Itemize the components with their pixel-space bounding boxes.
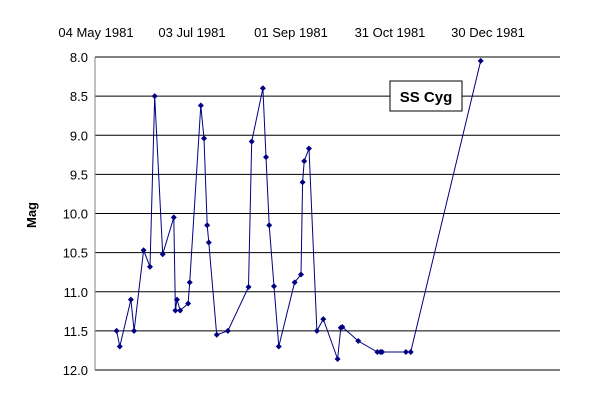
y-tick-label: 10.5 bbox=[63, 246, 88, 261]
data-point bbox=[173, 296, 180, 303]
data-point bbox=[402, 349, 409, 356]
data-point bbox=[263, 154, 270, 161]
y-tick-label: 11.0 bbox=[64, 285, 88, 300]
data-point bbox=[275, 343, 282, 350]
data-point bbox=[159, 251, 166, 258]
data-point bbox=[213, 331, 220, 338]
y-tick-label: 8.5 bbox=[70, 89, 88, 104]
data-point bbox=[355, 338, 362, 345]
data-point bbox=[259, 85, 266, 92]
data-point bbox=[185, 300, 192, 307]
y-axis-ticks: 8.0 8.5 9.0 9.5 10.0 10.5 11.0 11.5 12.0 bbox=[63, 50, 88, 378]
x-tick-label: 30 Dec 1981 bbox=[451, 25, 525, 40]
data-point bbox=[170, 214, 177, 221]
data-point bbox=[339, 323, 346, 330]
data-point bbox=[186, 279, 193, 286]
data-point bbox=[301, 158, 308, 165]
x-axis-ticks: 04 May 1981 03 Jul 1981 01 Sep 1981 31 Oct … bbox=[58, 25, 524, 40]
data-point bbox=[298, 271, 305, 278]
y-axis-label: Mag bbox=[24, 202, 39, 228]
data-point bbox=[270, 283, 277, 290]
data-point bbox=[374, 349, 381, 356]
data-point bbox=[245, 284, 252, 291]
data-point bbox=[266, 222, 273, 229]
data-point bbox=[334, 356, 341, 363]
data-point bbox=[146, 263, 153, 270]
data-point bbox=[204, 222, 211, 229]
gridlines bbox=[95, 56, 560, 371]
series-group bbox=[113, 57, 484, 363]
data-point bbox=[224, 327, 231, 334]
y-tick-label: 11.5 bbox=[64, 324, 88, 339]
data-point bbox=[113, 327, 120, 334]
data-point bbox=[477, 57, 484, 64]
data-point bbox=[197, 102, 204, 109]
data-point bbox=[116, 343, 123, 350]
y-tick-label: 9.0 bbox=[70, 128, 88, 143]
data-point bbox=[127, 296, 134, 303]
y-tick-label: 8.0 bbox=[70, 50, 88, 65]
x-tick-label: 03 Jul 1981 bbox=[158, 25, 225, 40]
data-point bbox=[320, 316, 327, 323]
x-tick-label: 01 Sep 1981 bbox=[254, 25, 328, 40]
data-point bbox=[131, 327, 138, 334]
data-point bbox=[201, 135, 208, 142]
y-tick-label: 9.5 bbox=[70, 167, 88, 182]
data-point bbox=[305, 145, 312, 152]
y-tick-label: 12.0 bbox=[63, 363, 88, 378]
data-point bbox=[313, 327, 320, 334]
annotation-box: SS Cyg bbox=[389, 80, 463, 112]
data-point bbox=[291, 279, 298, 286]
data-point bbox=[248, 138, 255, 145]
data-point bbox=[172, 307, 179, 314]
data-point bbox=[140, 247, 147, 254]
data-point bbox=[205, 239, 212, 246]
x-tick-label: 31 Oct 1981 bbox=[355, 25, 426, 40]
data-point bbox=[299, 179, 306, 186]
x-tick-label: 04 May 1981 bbox=[58, 25, 133, 40]
annotation-label: SS Cyg bbox=[400, 89, 453, 106]
y-tick-label: 10.0 bbox=[63, 207, 88, 222]
data-point bbox=[151, 93, 158, 100]
data-point bbox=[379, 349, 386, 356]
data-point bbox=[407, 349, 414, 356]
data-point bbox=[177, 307, 184, 314]
